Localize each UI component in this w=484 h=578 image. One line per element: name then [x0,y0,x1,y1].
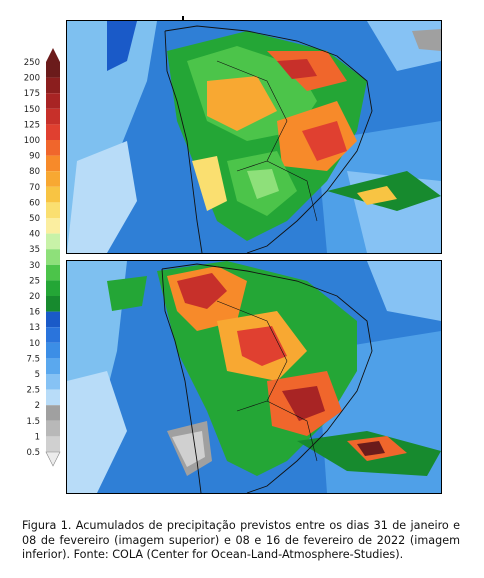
legend-label: 5 [35,370,40,380]
legend-color-box [46,296,60,312]
legend-color-box [46,358,60,374]
legend-label: 10 [29,339,40,349]
legend-labels: 2502001751501251009080706050403530252016… [24,58,40,458]
legend-top-arrow [46,48,60,62]
legend-label: 90 [29,152,40,162]
legend-color-box [46,171,60,187]
legend-label: 7.5 [26,354,40,364]
legend-color-boxes [45,48,61,467]
legend-label: 1.5 [26,417,40,427]
legend-color-box [46,140,60,156]
legend-label: 150 [24,105,40,115]
legend-color-box [46,264,60,281]
legend-color-box [46,280,60,296]
legend-bottom-arrow [45,451,61,467]
legend-label: 2 [35,401,40,411]
map-tick-mark [182,16,184,20]
legend-label: 25 [29,276,40,286]
figure-caption: Figura 1. Acumulados de precipitação pre… [22,519,460,561]
legend-color-box [46,389,60,406]
legend-label: 100 [24,136,40,146]
legend-label: 70 [29,183,40,193]
legend-color-box [46,436,60,452]
legend-label: 40 [29,230,40,240]
legend-color-box [46,374,60,390]
legend-label: 60 [29,198,40,208]
precipitation-legend: 2502001751501251009080706050403530252016… [24,48,61,467]
legend-label: 1 [35,432,40,442]
legend-label: 13 [29,323,40,333]
legend-color-box [46,93,60,109]
precipitation-map-upper [66,20,442,254]
legend-label: 175 [24,89,40,99]
legend-label: 2.5 [26,386,40,396]
legend-label: 125 [24,120,40,130]
legend-color-box [46,233,60,250]
legend-color-box [46,155,60,172]
legend-color-box [46,342,60,359]
legend-label: 250 [24,58,40,68]
legend-color-box [46,108,60,125]
legend-color-box [46,327,60,343]
legend-color-box [46,218,60,234]
legend-label: 20 [29,292,40,302]
legend-label: 30 [29,261,40,271]
legend-color-box [46,249,60,265]
legend-label: 35 [29,245,40,255]
legend-color-box [46,77,60,94]
legend-color-box [46,420,60,437]
legend-color-box [46,124,60,140]
legend-color-box [46,405,60,421]
legend-color-box [46,311,60,328]
legend-color-box [46,62,60,78]
legend-label: 0.5 [26,448,40,458]
legend-color-box [46,202,60,218]
legend-label: 80 [29,167,40,177]
legend-label: 50 [29,214,40,224]
precipitation-map-lower [66,260,442,494]
legend-label: 200 [24,74,40,84]
legend-color-box [46,186,60,203]
legend-label: 16 [29,308,40,318]
